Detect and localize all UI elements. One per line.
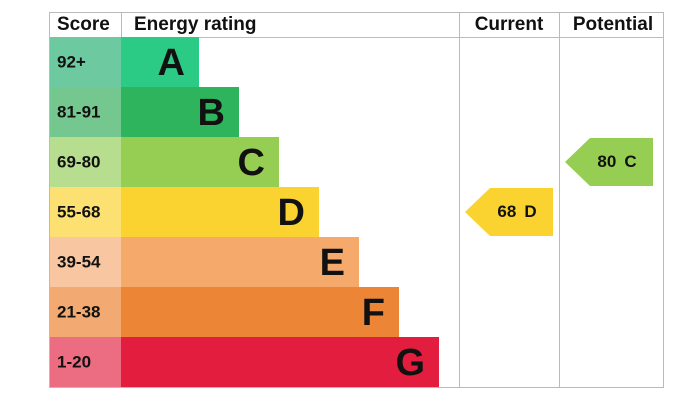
rating-bar — [121, 237, 359, 287]
score-cell — [50, 337, 121, 387]
rating-letter: E — [320, 242, 345, 284]
rating-letter: F — [362, 292, 385, 334]
score-label: 69-80 — [57, 152, 100, 171]
rating-letter: D — [278, 192, 305, 234]
potential-value: 80 — [597, 152, 616, 171]
rating-letter: C — [238, 142, 265, 184]
rating-bar — [121, 37, 199, 87]
header-potential: Potential — [573, 14, 653, 35]
potential-label: 80 C — [597, 152, 636, 171]
score-label: 1-20 — [57, 352, 91, 371]
header-score: Score — [57, 14, 110, 35]
header-rating: Energy rating — [134, 14, 256, 35]
score-cell — [50, 237, 121, 287]
current-letter: D — [524, 202, 536, 221]
rating-bar — [121, 187, 319, 237]
rating-letter: G — [395, 342, 425, 384]
score-cell — [50, 287, 121, 337]
rating-bar — [121, 87, 239, 137]
grid — [49, 12, 664, 388]
potential-letter: C — [624, 152, 636, 171]
score-label: 92+ — [57, 52, 86, 71]
rating-letter: B — [198, 92, 225, 134]
score-cell — [50, 87, 121, 137]
score-label: 81-91 — [57, 102, 100, 121]
score-label: 55-68 — [57, 202, 100, 221]
rating-bar — [121, 137, 279, 187]
current-label: 68 D — [497, 202, 536, 221]
current-value: 68 — [497, 202, 516, 221]
rating-letter: A — [158, 42, 185, 84]
header-current: Current — [475, 14, 544, 35]
score-label: 39-54 — [57, 252, 101, 271]
score-cell — [50, 37, 121, 87]
score-cell — [50, 187, 121, 237]
potential-arrow — [565, 138, 653, 186]
frame — [49, 12, 664, 388]
current-arrow — [465, 188, 553, 236]
rating-bar — [121, 287, 399, 337]
score-label: 21-38 — [57, 302, 100, 321]
score-cell — [50, 137, 121, 187]
rating-bar — [121, 337, 439, 387]
